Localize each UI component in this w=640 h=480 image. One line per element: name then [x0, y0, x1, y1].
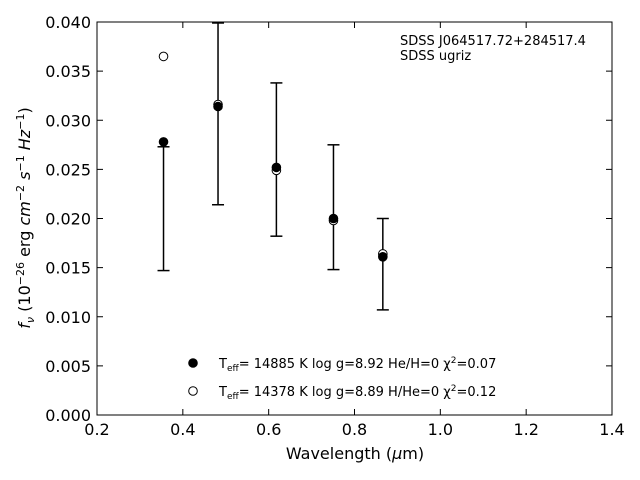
legend-label-1: Teff= 14885 K log g=8.92 He/H=0 χ2=0.07 — [218, 356, 496, 374]
y-tick-label-6: 0.030 — [45, 111, 91, 130]
x-tick-label-0: 0.2 — [84, 420, 109, 439]
y-tick-label-7: 0.035 — [45, 62, 91, 81]
y-tick-label-5: 0.025 — [45, 160, 91, 179]
x-axis: 0.2 0.4 0.6 0.8 1.0 1.2 1.4 — [84, 22, 625, 439]
legend-marker-open — [188, 386, 198, 396]
point-open-0 — [158, 51, 169, 62]
legend-marker-filled — [188, 358, 198, 368]
point-filled-3 — [328, 213, 339, 224]
point-filled-2 — [271, 162, 282, 173]
annotation-line-1: SDSS J064517.72+284517.4 — [400, 34, 586, 49]
point-filled-4 — [378, 252, 388, 262]
annotation-line-2: SDSS ugriz — [400, 49, 471, 64]
x-tick-label-4: 1.0 — [428, 420, 453, 439]
y-tick-label-1: 0.005 — [45, 357, 91, 376]
x-tick-label-5: 1.2 — [513, 420, 538, 439]
y-tick-label-0: 0.000 — [45, 406, 91, 425]
y-tick-label-3: 0.015 — [45, 259, 91, 278]
data-markers — [158, 51, 388, 262]
y-axis: 0.000 0.005 0.010 0.015 0.020 0.025 0.030 0.035… — [45, 13, 612, 425]
x-tick-label-2: 0.6 — [256, 420, 281, 439]
legend: Teff= 14885 K log g=8.92 He/H=0 χ2=0.07 … — [188, 356, 496, 402]
x-tick-label-3: 0.8 — [342, 420, 367, 439]
y-tick-label-8: 0.040 — [45, 13, 91, 32]
y-tick-label-4: 0.020 — [45, 210, 91, 229]
x-tick-label-1: 0.4 — [170, 420, 195, 439]
legend-label-2: Teff= 14378 K log g=8.89 H/He=0 χ2=0.12 — [218, 384, 496, 402]
x-axis-title: Wavelength (μm) — [286, 444, 424, 463]
point-filled-0 — [158, 137, 169, 147]
y-tick-label-2: 0.010 — [45, 308, 91, 327]
x-tick-label-6: 1.4 — [599, 420, 624, 439]
error-bars — [157, 22, 389, 311]
point-filled-1 — [213, 101, 223, 112]
y-axis-title: fν (10−26 erg cm−2 s−1 Hz−1) — [14, 107, 37, 328]
